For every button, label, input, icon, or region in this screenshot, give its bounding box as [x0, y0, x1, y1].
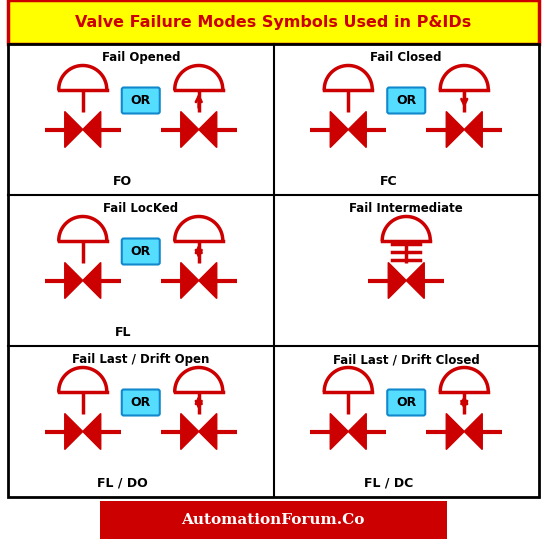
Text: FL / DC: FL / DC — [364, 477, 413, 490]
Text: Fail Opened: Fail Opened — [102, 51, 180, 64]
Text: FC: FC — [380, 175, 397, 188]
FancyBboxPatch shape — [122, 88, 160, 114]
Polygon shape — [330, 111, 348, 148]
Text: AutomationForum.Co: AutomationForum.Co — [181, 513, 365, 527]
Polygon shape — [446, 413, 464, 450]
Text: FL: FL — [114, 326, 131, 339]
Polygon shape — [464, 111, 482, 148]
Polygon shape — [83, 111, 101, 148]
Text: Fail Last / Drift Closed: Fail Last / Drift Closed — [333, 353, 480, 366]
Polygon shape — [181, 111, 199, 148]
Polygon shape — [83, 413, 101, 450]
Polygon shape — [199, 111, 217, 148]
Text: FL / DO: FL / DO — [97, 477, 148, 490]
Text: OR: OR — [396, 94, 416, 107]
FancyBboxPatch shape — [122, 390, 160, 415]
Polygon shape — [348, 413, 366, 450]
Text: Valve Failure Modes Symbols Used in P&IDs: Valve Failure Modes Symbols Used in P&ID… — [75, 15, 472, 30]
FancyBboxPatch shape — [387, 88, 425, 114]
Polygon shape — [406, 262, 424, 299]
Polygon shape — [348, 111, 366, 148]
Polygon shape — [65, 413, 83, 450]
FancyBboxPatch shape — [122, 239, 160, 265]
Polygon shape — [65, 111, 83, 148]
Text: FO: FO — [113, 175, 132, 188]
Text: Fail LocKed: Fail LocKed — [103, 202, 178, 215]
Text: OR: OR — [131, 396, 151, 409]
Polygon shape — [388, 262, 406, 299]
Polygon shape — [464, 413, 482, 450]
Text: Fail Intermediate: Fail Intermediate — [350, 202, 463, 215]
Polygon shape — [330, 413, 348, 450]
Bar — [8, 44, 539, 497]
Polygon shape — [199, 262, 217, 299]
Text: OR: OR — [396, 396, 416, 409]
Bar — [100, 501, 447, 539]
Text: Fail Last / Drift Open: Fail Last / Drift Open — [72, 353, 210, 366]
Polygon shape — [199, 413, 217, 450]
Text: Fail Closed: Fail Closed — [370, 51, 442, 64]
Polygon shape — [181, 262, 199, 299]
Polygon shape — [446, 111, 464, 148]
Text: OR: OR — [131, 245, 151, 258]
FancyBboxPatch shape — [387, 390, 425, 415]
Polygon shape — [65, 262, 83, 299]
Text: OR: OR — [131, 94, 151, 107]
Polygon shape — [181, 413, 199, 450]
Bar — [8, 0, 539, 44]
Polygon shape — [83, 262, 101, 299]
